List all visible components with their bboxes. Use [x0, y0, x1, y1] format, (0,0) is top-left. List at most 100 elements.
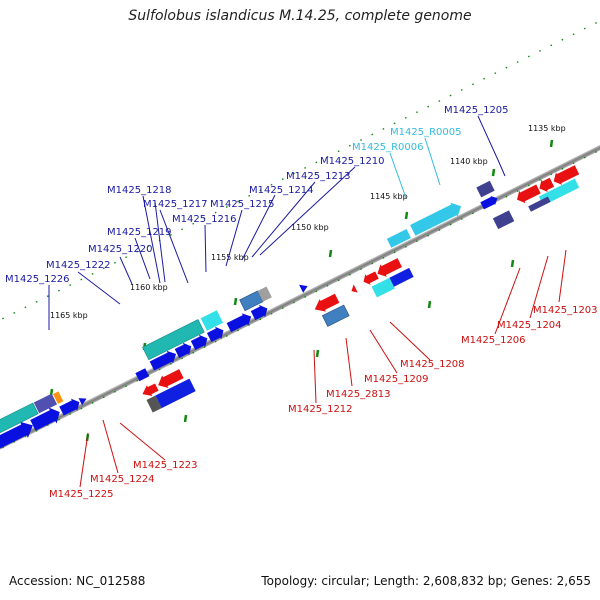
gene-arrow [351, 284, 358, 293]
gene-label: M1425_1224 [90, 474, 155, 485]
leader-line [389, 321, 431, 361]
genome-backbone [0, 99, 600, 497]
gene-label: M1425_1215 [210, 199, 275, 210]
major-tick [491, 168, 496, 177]
gene-label: M1425_1219 [107, 227, 172, 238]
gene-arrow [30, 407, 60, 431]
gene-arrow [135, 368, 150, 382]
gene-arrow [314, 293, 340, 312]
tick-label: 1160 kbp [130, 283, 168, 292]
tick-label: 1155 kbp [211, 253, 249, 262]
major-tick [549, 139, 554, 148]
gene-arrow [149, 350, 177, 371]
leader-line [477, 115, 506, 177]
rna-feature [538, 178, 580, 206]
tick-label: 1165 kbp [50, 311, 88, 320]
leader-line [142, 195, 161, 284]
gene-arrow [226, 313, 252, 333]
major-tick [183, 414, 188, 423]
leader-line [134, 237, 151, 280]
gene-label: M1425_1204 [497, 320, 562, 331]
gene-arrow [517, 184, 541, 204]
leader-line [251, 181, 316, 258]
accession-text: Accession: NC_012588 [9, 574, 146, 588]
rna-feature [371, 277, 395, 298]
tick-label: 1140 kbp [450, 157, 488, 166]
gene-label: M1425_1213 [286, 171, 351, 182]
major-tick [233, 297, 238, 306]
gene-arrow [0, 421, 33, 454]
gene-label: M1425_1205 [444, 105, 509, 116]
gene-label: M1425_1206 [461, 335, 526, 346]
major-tick [427, 300, 432, 309]
gene-arrow [480, 196, 498, 210]
leader-line [313, 349, 317, 404]
rna-feature [200, 310, 224, 331]
rna-feature [476, 180, 495, 198]
rna-feature [53, 391, 64, 404]
major-tick [315, 349, 320, 358]
gene-arrow [155, 378, 196, 409]
gene-label: M1425_1209 [364, 374, 429, 385]
leader-line [494, 267, 521, 335]
gene-arrow [146, 395, 162, 413]
gene-arrow [377, 258, 403, 277]
gene-arrow [363, 271, 379, 285]
rna-feature [410, 202, 462, 236]
gene-label: M1425_1225 [49, 489, 114, 500]
topology-text: Topology: circular; Length: 2,608,832 bp… [261, 574, 591, 588]
gene-arrow [539, 177, 555, 193]
rna-feature [142, 319, 205, 361]
gene-label: M1425_1214 [249, 185, 314, 196]
gene-arrow [142, 383, 159, 396]
rna-feature [33, 393, 58, 414]
gene-arrow [158, 369, 184, 388]
leader-line [345, 337, 353, 387]
tick-label: 1150 kbp [291, 223, 329, 232]
rna-feature [0, 402, 39, 441]
gene-arrow [190, 334, 208, 350]
gene-arrow [78, 398, 87, 406]
leader-line [389, 152, 407, 199]
rna-feature [492, 210, 515, 230]
leader-line [529, 255, 549, 319]
gene-label: M1425_1220 [88, 244, 153, 255]
leader-line [159, 209, 189, 284]
gene-arrow [299, 284, 308, 293]
gene-arrow [174, 342, 192, 359]
gene-arrow [206, 326, 224, 342]
leader-line [369, 329, 398, 374]
gene-label: M1425_1203 [533, 305, 598, 316]
gene-label: M1425_1218 [107, 185, 172, 196]
leader-line [204, 224, 207, 273]
leader-line [119, 256, 133, 285]
gene-label: M1425_1226 [5, 274, 70, 285]
major-tick [510, 259, 515, 268]
leader-line [424, 137, 441, 186]
leader-line [241, 194, 276, 261]
gene-label: M1425_R0006 [352, 142, 423, 153]
gene-label: M1425_1210 [320, 156, 385, 167]
leader-line [558, 249, 567, 303]
gene-label: M1425_1208 [400, 359, 465, 370]
leader-line [77, 271, 121, 305]
gene-arrow [59, 398, 80, 416]
leader-line [119, 422, 166, 461]
gene-arrow [553, 165, 580, 185]
gene-label: M1425_2813 [326, 389, 391, 400]
gene-label: M1425_1216 [172, 214, 237, 225]
rna-feature [386, 229, 411, 248]
leader-line [259, 166, 356, 256]
tick-label: 1135 kbp [528, 124, 566, 133]
gene-label: M1425_R0005 [390, 127, 461, 138]
leader-line [79, 432, 89, 488]
leader-line [154, 201, 166, 283]
major-tick [328, 249, 333, 258]
gene-label: M1425_1212 [288, 404, 353, 415]
rna-feature [257, 286, 272, 302]
gene-arrow [250, 304, 268, 321]
gene-label: M1425_1223 [133, 460, 198, 471]
tick-label: 1145 kbp [370, 192, 408, 201]
map-title: Sulfolobus islandicus M.14.25, complete … [128, 8, 472, 24]
